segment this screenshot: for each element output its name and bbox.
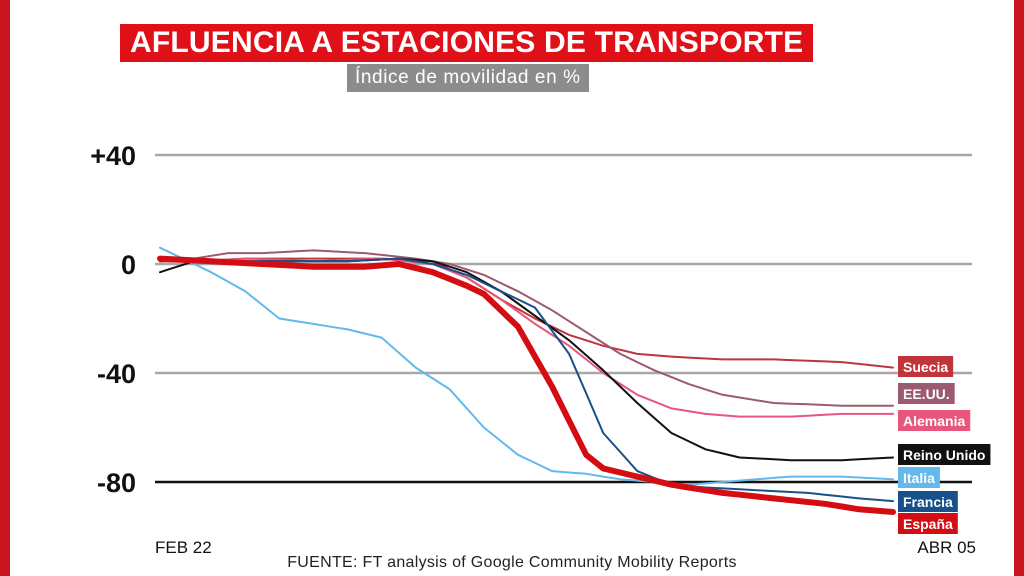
x-tick-label: FEB 22	[155, 538, 212, 557]
y-tick-label: +40	[90, 141, 136, 171]
chart-title: AFLUENCIA A ESTACIONES DE TRANSPORTE	[120, 24, 814, 62]
legend-label-reino-unido: Reino Unido	[898, 444, 991, 465]
y-tick-label: -40	[97, 359, 136, 389]
legend-label-text: Alemania	[903, 413, 965, 429]
y-tick-label: -80	[97, 468, 136, 498]
legend-label-espa-a: España	[898, 513, 958, 534]
series-line-ee-uu-	[159, 249, 894, 407]
legend-label-text: Francia	[903, 494, 953, 510]
series-line-francia	[159, 257, 894, 503]
legend-label-ee-uu-: EE.UU.	[898, 383, 955, 404]
legend-label-italia: Italia	[898, 467, 940, 488]
x-tick-label: ABR 05	[917, 538, 976, 557]
legend-label-francia: Francia	[898, 491, 958, 512]
frame-left-border	[0, 0, 10, 576]
legend-label-text: Reino Unido	[903, 447, 985, 463]
legend-label-text: España	[903, 516, 953, 532]
chart-subtitle: Índice de movilidad en %	[347, 64, 589, 92]
legend-label-text: EE.UU.	[903, 386, 950, 402]
series-line-espa-a	[157, 255, 896, 515]
legend-label-alemania: Alemania	[898, 410, 971, 431]
source-note: FUENTE: FT analysis of Google Community …	[287, 554, 737, 571]
series-line-suecia	[159, 257, 894, 369]
legend-label-text: Suecia	[903, 359, 948, 375]
series-line-italia	[159, 246, 894, 486]
series-line-alemania	[159, 257, 894, 418]
frame-right-border	[1014, 0, 1024, 576]
legend-label-text: Italia	[903, 470, 935, 486]
y-tick-label: 0	[121, 250, 136, 280]
legend-label-suecia: Suecia	[898, 356, 954, 377]
